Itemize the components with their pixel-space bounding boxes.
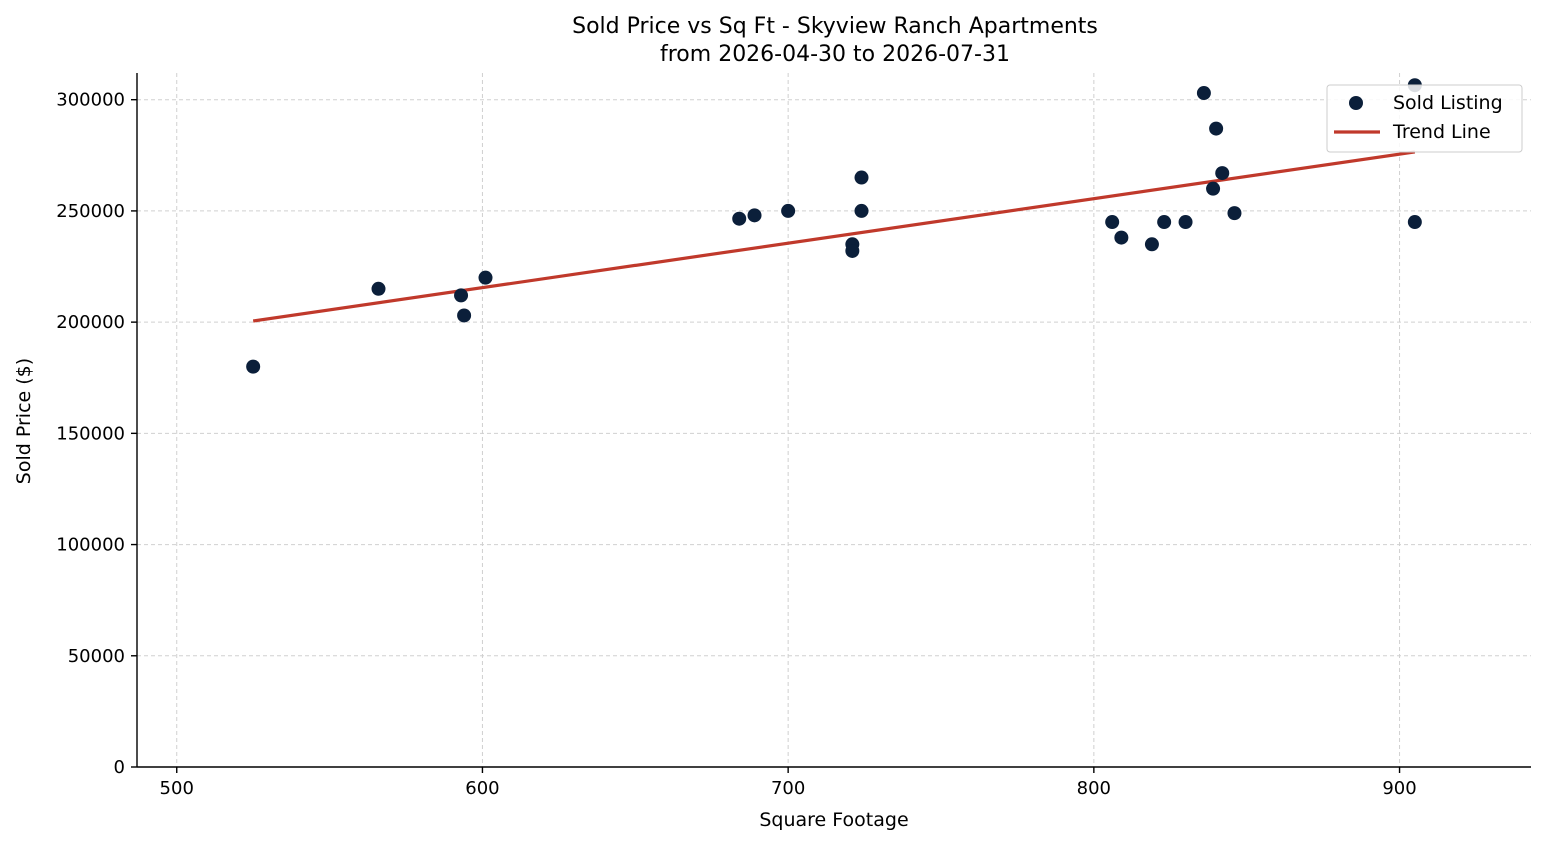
y-tick-label: 200000 — [56, 312, 125, 333]
scatter-point — [1157, 215, 1172, 230]
chart-title: Sold Price vs Sq Ft - Skyview Ranch Apar… — [572, 14, 1098, 39]
scatter-point — [1209, 121, 1224, 136]
scatter-point — [854, 203, 869, 218]
y-tick-label: 50000 — [68, 646, 125, 667]
x-axis-label: Square Footage — [759, 809, 908, 831]
chart-subtitle: from 2026-04-30 to 2026-07-31 — [660, 42, 1010, 67]
scatter-point — [1178, 215, 1193, 230]
scatter-point — [1196, 86, 1211, 101]
scatter-point — [1227, 206, 1242, 221]
scatter-point — [1114, 230, 1129, 245]
legend-box — [1326, 84, 1523, 153]
grid-layer — [137, 73, 1531, 767]
scatter-point — [478, 270, 493, 285]
y-tick-label: 250000 — [56, 201, 125, 222]
axes-layer — [136, 73, 1531, 768]
y-tick-label: 0 — [114, 757, 125, 778]
legend-label-trend-line: Trend Line — [1392, 121, 1491, 143]
x-tick-label: 500 — [160, 778, 194, 799]
x-tick-label: 700 — [771, 778, 805, 799]
points-layer — [246, 78, 1422, 374]
legend-label-sold-listing: Sold Listing — [1393, 92, 1503, 114]
legend-marker-sold-listing — [1349, 96, 1363, 110]
chart-title-group: Sold Price vs Sq Ft - Skyview Ranch Apar… — [572, 14, 1098, 67]
scatter-point — [454, 288, 469, 303]
scatter-point — [747, 208, 762, 223]
y-axis-label: Sold Price ($) — [13, 358, 35, 484]
scatter-point — [854, 170, 869, 185]
x-tick-label: 900 — [1382, 778, 1416, 799]
scatter-point — [781, 203, 796, 218]
scatter-point — [1105, 215, 1120, 230]
trend-line-layer — [252, 150, 1416, 323]
scatter-point — [1144, 237, 1159, 252]
scatter-point — [371, 281, 386, 296]
x-tick-label: 800 — [1077, 778, 1111, 799]
scatter-point — [732, 211, 747, 226]
y-tick-label: 150000 — [56, 423, 125, 444]
y-tick-label: 300000 — [56, 90, 125, 111]
y-tick-label: 100000 — [56, 535, 125, 556]
scatter-point — [1215, 166, 1230, 181]
scatter-point — [1206, 181, 1221, 196]
x-tick-label: 600 — [465, 778, 499, 799]
trend-line — [252, 150, 1416, 323]
scatter-point — [845, 243, 860, 258]
scatter-point — [1407, 215, 1422, 230]
ticks-layer: 500 600 700 800 900 0 50000 100000 150000 200000 2… — [56, 90, 1416, 799]
scatter-point — [246, 359, 261, 374]
scatter-point — [457, 308, 472, 323]
legend: Sold Listing Trend Line — [1326, 84, 1523, 153]
